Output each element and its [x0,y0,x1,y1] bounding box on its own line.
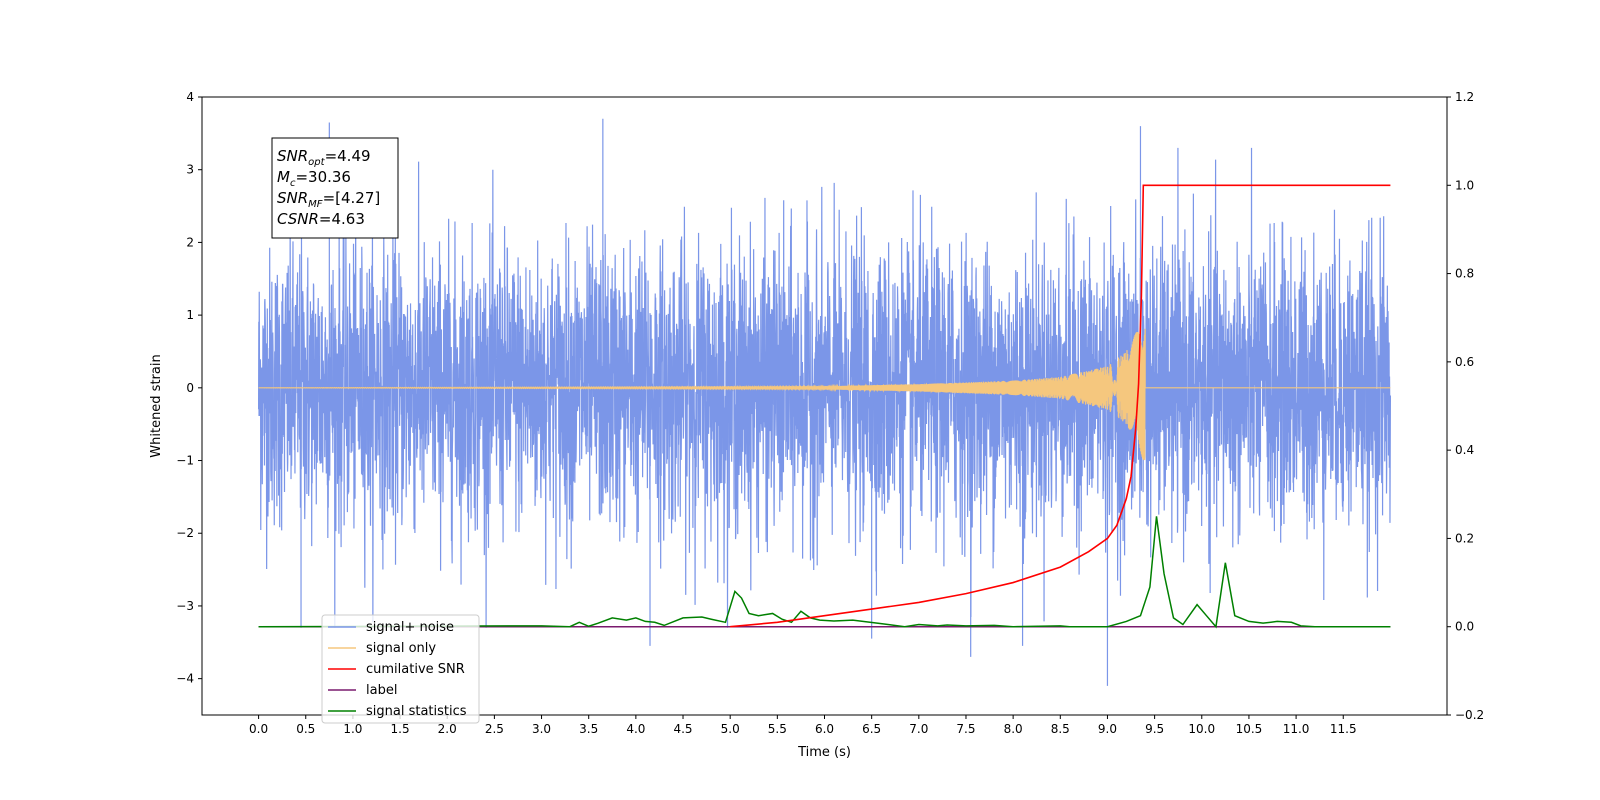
x-tick-label: 4.5 [673,722,692,736]
y-tick-label: −4 [176,672,194,686]
y2-tick-label: 1.0 [1455,178,1474,192]
y-tick-label: −2 [176,526,194,540]
x-tick-label: 2.0 [438,722,457,736]
x-tick-label: 5.0 [721,722,740,736]
x-tick-label: 1.0 [343,722,362,736]
y2-tick-label: 0.6 [1455,355,1474,369]
x-tick-label: 8.5 [1051,722,1070,736]
x-tick-label: 7.0 [909,722,928,736]
series-signal-statistics-line [258,516,1391,629]
x-tick-label: 0.5 [296,722,315,736]
legend-label: signal+ noise [366,620,454,635]
axes: 0.0 0.5 1.0 1.5 2.0 2.5 3.0 3.5 4.0 4.5 5.0 5.5 6.0 6… [149,90,1484,760]
y-tick-label: −1 [176,454,194,468]
x-tick-label: 9.5 [1145,722,1164,736]
x-tick-label: 11.5 [1330,722,1357,736]
plot-area [257,118,1392,686]
x-tick-label: 6.0 [815,722,834,736]
legend-label: label [366,683,397,698]
annotation-line: Mc=30.36 [277,168,351,189]
y2-tick-label: 1.2 [1455,90,1474,104]
y-tick-label: 1 [186,308,194,322]
x-tick-label: 8.0 [1004,722,1023,736]
x-axis-label: Time (s) [797,745,851,760]
y-tick-label: 3 [186,163,194,177]
x-tick-label: 0.0 [249,722,268,736]
x-tick-label: 4.0 [626,722,645,736]
x-tick-label: 1.5 [391,722,410,736]
annotation-line: SNRMF=[4.27] [277,189,380,210]
y-axis-label: Whitened strain [149,354,164,457]
series-cumulative-snr-line [730,184,1391,628]
x-tick-label: 2.5 [485,722,504,736]
y2-tick-label: −0.2 [1455,708,1484,722]
x-tick-label: 9.0 [1098,722,1117,736]
x-tick-label: 10.0 [1188,722,1215,736]
x-tick-label: 10.5 [1236,722,1263,736]
legend-frame [321,614,480,724]
y2-tick-label: 0.2 [1455,531,1474,545]
legend-label: cumilative SNR [366,662,465,677]
y2-tick-label: 0.0 [1455,620,1474,634]
x-tick-label: 7.5 [956,722,975,736]
annotation-line: SNRopt=4.49 [277,147,371,168]
x-tick-label: 3.0 [532,722,551,736]
legend-label: signal statistics [366,704,467,719]
series-signal-noise-line [257,118,1392,686]
x-tick-label: 5.5 [768,722,787,736]
y-tick-label: 2 [186,235,194,249]
y2-tick-label: 0.8 [1455,267,1474,281]
annotation-box-frame [271,137,399,239]
x-tick-label: 11.0 [1283,722,1310,736]
legend: signal+ noise signal only cumilative SNR la… [321,614,480,724]
y2-tick-label: 0.4 [1455,443,1474,457]
x-tick-label: 3.5 [579,722,598,736]
y-tick-label: 4 [186,90,194,104]
y-tick-label: −3 [176,599,194,613]
y-tick-label: 0 [186,381,194,395]
x-tick-label: 6.5 [862,722,881,736]
annotation-line: CSNR=4.63 [277,210,365,228]
legend-label: signal only [366,641,436,656]
series-signal-only-line [258,328,1391,461]
